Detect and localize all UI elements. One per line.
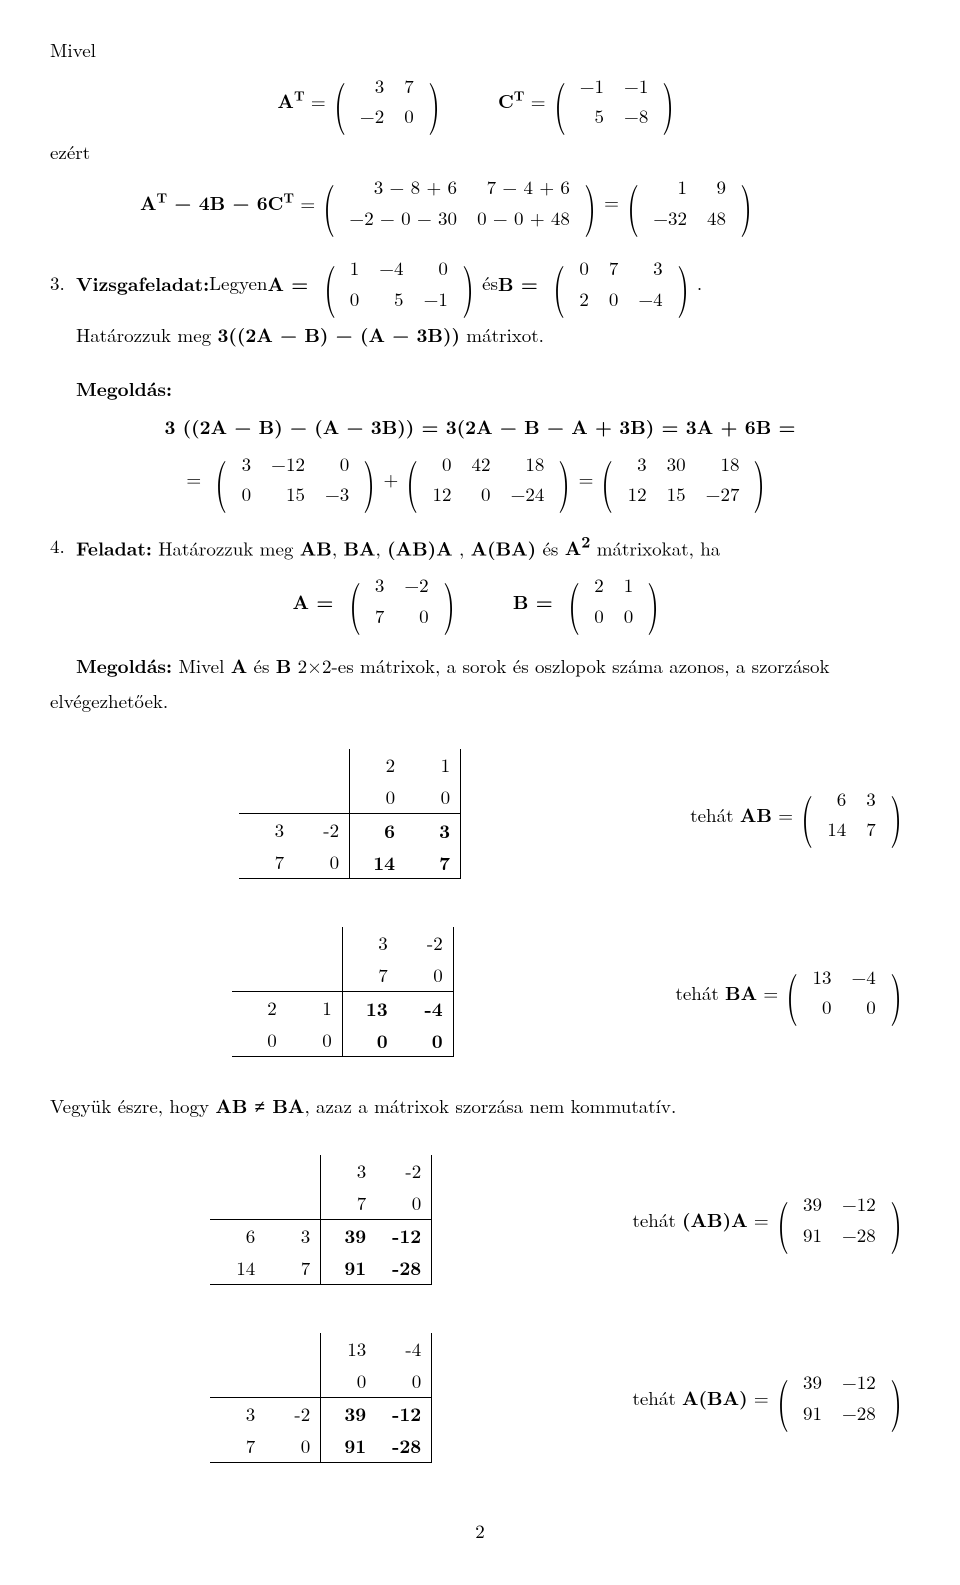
item3-bold: Vizsgafeladat: [76,269,209,298]
sol4-text: Megoldás: Mivel A és B 2×2-es mátrixok, … [76,651,910,681]
mult2-wrap: 3-2 70 2113-4 0000 tehát BA = ( 13−4 00 … [50,913,910,1071]
mult1-wrap: 21 00 3-263 70147 tehát AB = ( 63 147 ) [50,735,910,893]
AT-matrix: ( 37 −20 ) [330,71,444,132]
item4-num: 4. [50,532,76,561]
item4-text: Feladat: Határozzuk meg AB, BA, (AB)A , … [76,530,720,563]
item3-num: 3. [50,269,76,298]
item3-row: 3. Vizsgafeladat: Legyen A = ( 1−40 05−1… [50,253,910,314]
ezert: ezért [50,138,90,167]
note-row: Vegyük észre, hogy AB ≠ BA, azaz a mátri… [50,1091,910,1121]
item4-row: 4. Feladat: Határozzuk meg AB, BA, (AB)A… [50,530,910,563]
item4-A: ( 3−2 70 ) [345,570,459,631]
expr2-row: AT − 4B − 6CT = ( 3 − 8 + 67 − 4 + 6 −2 … [140,172,910,233]
es: és [482,269,498,298]
expr2-lhs: AT − 4B − 6CT = [140,188,315,218]
CT-matrix: ( −1−1 5−8 ) [550,71,679,132]
B-matrix: ( 073 20−4 ) [549,253,693,314]
ezert-row: ezért [50,138,910,167]
sol3-m1: ( 3−120 015−3 ) [211,449,379,510]
sol3-line1: 3 ((2A − B) − (A − 3B)) = 3(2A − B − A +… [50,412,910,441]
mult3-result: tehát (AB)A = ( 39−12 91−28 ) [632,1189,910,1250]
mult2-table: 3-2 70 2113-4 0000 [232,927,454,1057]
item4-B: ( 21 00 ) [564,570,664,631]
item3-line2: Határozzuk meg 3((2A − B) − (A − 3B)) má… [76,320,910,350]
expr2-mat1: ( 3 − 8 + 67 − 4 + 6 −2 − 0 − 300 − 0 + … [319,172,600,233]
period: . [697,269,702,298]
AT-symbol: AT = [277,86,325,116]
item4-mats: A = ( 3−2 70 ) B = ( 21 00 ) [50,570,910,631]
A-eq: A = [267,269,315,298]
mult4-result: tehát A(BA) = ( 39−12 91−28 ) [632,1367,910,1428]
mult4-wrap: 13-4 00 3-239-12 7091-28 tehát A(BA) = (… [50,1319,910,1477]
mult3-wrap: 3-2 70 6339-12 14791-28 tehát (AB)A = ( … [50,1141,910,1299]
sol3-m3: ( 33018 1215−27 ) [597,449,769,510]
page-number: 2 [50,1517,910,1546]
item3-line2-text: Határozzuk meg 3((2A − B) − (A − 3B)) má… [76,320,544,350]
sol3-m2: ( 04218 120−24 ) [402,449,574,510]
item3-t2: Legyen [209,269,267,298]
mult4-table: 13-4 00 3-239-12 7091-28 [210,1333,432,1463]
megoldas-3: Megoldás: [76,374,910,403]
mult3-table: 3-2 70 6339-12 14791-28 [210,1155,432,1285]
at-ct-row: AT = ( 37 −20 ) CT = ( −1−1 5−8 ) [50,71,910,132]
mivel: Mivel [50,36,96,65]
sol4-text2: elvégezhetőek. [50,687,910,716]
sol3-line2: = ( 3−120 015−3 ) + ( 04218 120−24 ) = (… [50,449,910,510]
mult2-result: tehát BA = ( 13−4 00 ) [675,962,910,1023]
mult1-table: 21 00 3-263 70147 [239,749,461,879]
mult1-result: tehát AB = ( 63 147 ) [690,784,910,845]
B-eq: B = [498,269,545,298]
mivel-row: Mivel [50,36,910,65]
expr2-mat2: ( 19 −3248 ) [623,172,756,233]
A-matrix: ( 1−40 05−1 ) [320,253,479,314]
CT-symbol: CT = [498,86,546,116]
